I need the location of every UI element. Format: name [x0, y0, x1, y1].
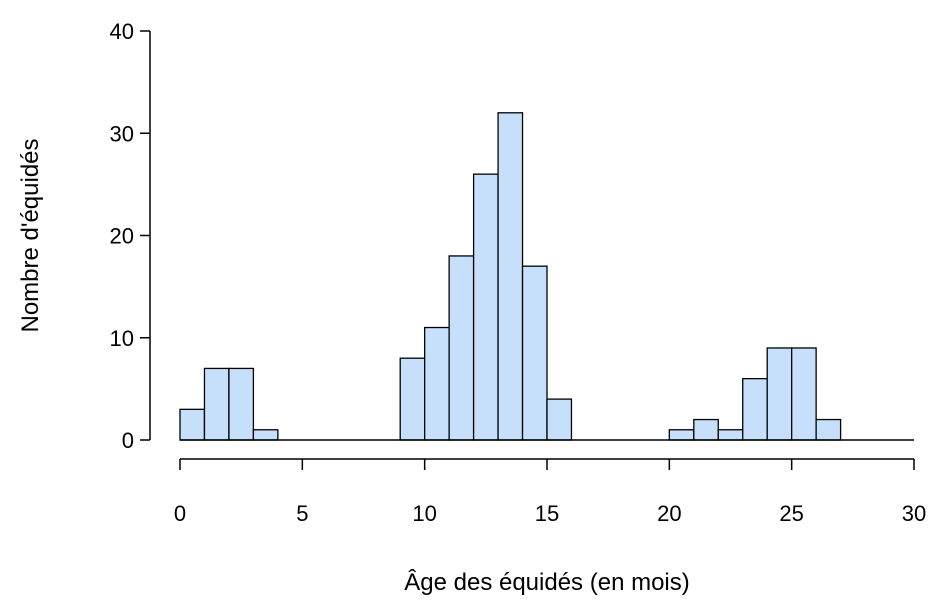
y-tick-label: 10 — [110, 326, 134, 351]
histogram-bar — [203, 367, 230, 441]
y-axis-title: Nombre d'équidés — [17, 138, 44, 332]
x-tick-label: 30 — [902, 501, 926, 526]
histogram-bar — [472, 173, 499, 441]
histogram-bar — [399, 357, 426, 441]
y-tick-label: 30 — [110, 121, 134, 146]
y-axis: 0 10 20 30 40 — [110, 19, 151, 453]
x-tick-label: 20 — [657, 501, 681, 526]
histogram-bar — [742, 377, 768, 441]
x-axis: 0 5 10 15 20 25 30 — [174, 458, 926, 526]
x-axis-title: Âge des équidés (en mois) — [404, 569, 690, 596]
histogram-bar — [668, 429, 695, 441]
histogram-bar — [693, 418, 719, 441]
y-tick-label: 20 — [110, 224, 134, 249]
histogram-bar — [252, 429, 279, 441]
histogram-bar — [815, 418, 842, 441]
x-tick-label: 0 — [174, 501, 186, 526]
y-tick-label: 0 — [122, 428, 134, 453]
histogram-bar — [179, 408, 206, 441]
x-tick-label: 15 — [535, 501, 559, 526]
histogram-bar — [521, 265, 548, 441]
histogram-bar — [766, 347, 793, 441]
y-tick-label: 40 — [110, 19, 134, 44]
histogram-bar — [717, 429, 744, 441]
histogram-bar — [791, 347, 817, 441]
histogram-bar — [546, 398, 573, 441]
histogram-bar — [424, 326, 450, 441]
x-tick-label: 10 — [412, 501, 436, 526]
histogram-bar — [497, 112, 524, 441]
x-tick-label: 25 — [779, 501, 803, 526]
x-tick-label: 5 — [296, 501, 308, 526]
histogram-bars — [179, 112, 842, 441]
histogram-bar — [228, 367, 255, 441]
histogram-bar — [448, 255, 475, 441]
